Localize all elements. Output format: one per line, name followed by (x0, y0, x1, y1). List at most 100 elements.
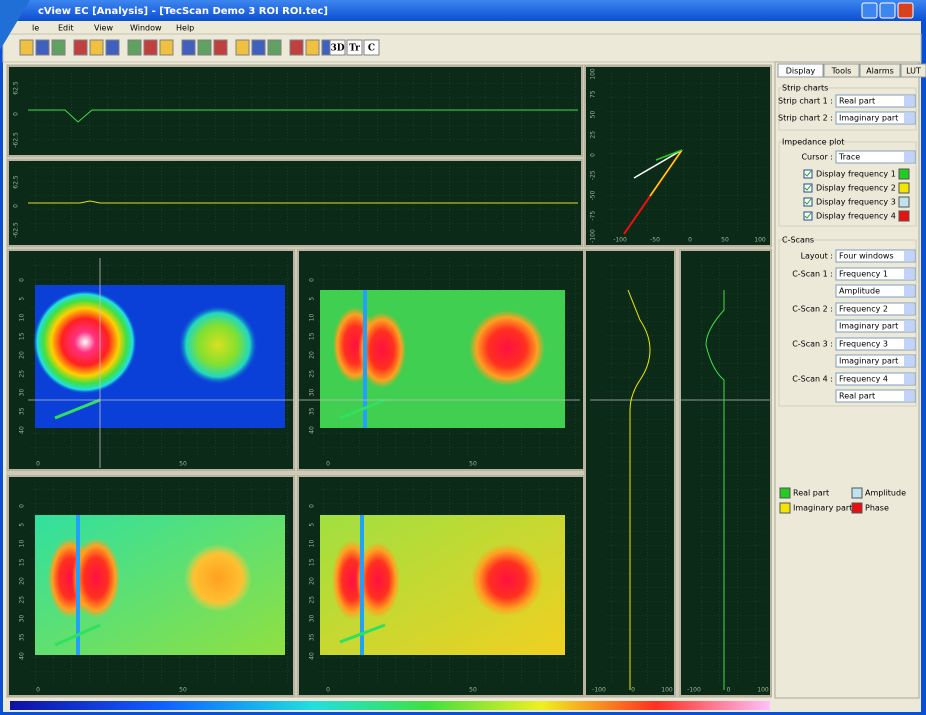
tool-icon[interactable] (305, 39, 320, 56)
dropdown-arrow[interactable] (904, 152, 914, 162)
menu-bar: le Edit View Window Help (32, 24, 194, 33)
dropdown[interactable] (835, 389, 916, 403)
tick-label: 0 (688, 237, 692, 244)
tick-label: 10 (309, 540, 316, 548)
dropdown-value: Imaginary part (839, 114, 898, 123)
tool-icon[interactable] (197, 39, 212, 56)
tool-button[interactable] (363, 39, 380, 56)
dropdown-arrow[interactable] (904, 251, 914, 261)
field-label: Strip chart 1 : (778, 97, 833, 106)
tab[interactable] (900, 63, 926, 78)
dropdown[interactable] (835, 267, 916, 281)
tool-icon[interactable] (213, 39, 228, 56)
tool-icon[interactable] (235, 39, 250, 56)
color-swatch (898, 182, 910, 194)
dropdown[interactable] (835, 337, 916, 351)
tick-label: 0 (309, 278, 316, 282)
tool-icon[interactable] (251, 39, 266, 56)
tick-label: 50 (469, 461, 477, 468)
tick-label: 35 (309, 407, 316, 415)
tool-button[interactable] (329, 39, 346, 56)
dropdown-arrow[interactable] (904, 356, 914, 366)
dropdown-arrow[interactable] (904, 339, 914, 349)
tick-label: 35 (19, 407, 26, 415)
tick-label: 10 (19, 540, 26, 548)
tool-icon[interactable] (35, 39, 50, 56)
tick-label: 100 (590, 68, 597, 80)
dropdown-arrow[interactable] (904, 286, 914, 296)
strip-trace-2 (28, 200, 578, 204)
grid (605, 72, 767, 232)
tick-label: 35 (309, 633, 316, 641)
dropdown[interactable] (835, 150, 916, 164)
dropdown[interactable] (835, 284, 916, 298)
dropdown-arrow[interactable] (904, 391, 914, 401)
tick-label: -62.5 (13, 222, 20, 238)
tool-icon[interactable] (89, 39, 104, 56)
tab-label: Display (786, 67, 816, 76)
tick-label: 30 (19, 389, 26, 397)
dropdown-arrow[interactable] (904, 304, 914, 314)
dropdown-arrow[interactable] (904, 374, 914, 384)
grid (28, 72, 578, 142)
strip-trace-1 (28, 109, 578, 123)
tab[interactable] (859, 63, 901, 78)
dropdown-arrow[interactable] (904, 113, 914, 123)
tool-button[interactable] (346, 39, 363, 56)
tool-icon[interactable] (105, 39, 120, 56)
tool-icon[interactable] (159, 39, 174, 56)
menu-item[interactable]: Edit (58, 24, 74, 33)
dropdown[interactable] (835, 111, 916, 125)
tool-icon[interactable] (73, 39, 88, 56)
dropdown-value: Real part (839, 392, 875, 401)
checkbox-label: Display frequency 2 (816, 184, 896, 193)
field-label: Layout : (801, 252, 833, 261)
dropdown-arrow[interactable] (904, 96, 914, 106)
tick-label: 10 (309, 314, 316, 322)
menu-item[interactable]: Window (130, 24, 162, 33)
corner-overlay (0, 0, 30, 50)
tick-label: 0 (309, 504, 316, 508)
check (804, 198, 812, 205)
dropdown[interactable] (835, 94, 916, 108)
tab-label: LUT (906, 67, 921, 76)
field-label: C-Scan 1 : (792, 270, 833, 279)
tab[interactable] (777, 63, 824, 78)
tool-icon[interactable] (181, 39, 196, 56)
tool-icon[interactable] (289, 39, 304, 56)
tab[interactable] (823, 63, 860, 78)
dropdown[interactable] (835, 372, 916, 386)
tool-icon[interactable] (51, 39, 66, 56)
close-button[interactable] (897, 2, 914, 19)
tick-label: 25 (309, 596, 316, 604)
tick-label: 40 (309, 652, 316, 660)
tick-label: 25 (590, 131, 597, 139)
cscan-image-2 (320, 290, 565, 428)
group-title: C-Scans (782, 236, 814, 245)
settings-controls: Display Tools Alarms LUT Strip charts Strip c… (777, 63, 926, 514)
tool-icon[interactable] (19, 39, 34, 56)
dropdown-arrow[interactable] (904, 269, 914, 279)
maximize-button[interactable] (879, 2, 896, 19)
tick-label: 40 (19, 426, 26, 434)
tick-label: -100 (687, 687, 701, 694)
dropdown[interactable] (835, 302, 916, 316)
tick-label: 40 (309, 426, 316, 434)
dropdown[interactable] (835, 354, 916, 368)
minimize-button[interactable] (861, 2, 878, 19)
tick-label: -75 (590, 211, 597, 221)
menu-item[interactable]: le (32, 24, 39, 33)
tool-icon[interactable] (127, 39, 142, 56)
tick-label: 0 (631, 687, 635, 694)
tool-icon[interactable] (267, 39, 282, 56)
dropdown[interactable] (835, 249, 916, 263)
dropdown-arrow[interactable] (904, 321, 914, 331)
tick-label: 5 (19, 523, 26, 527)
tick-label: 50 (469, 687, 477, 694)
menu-item[interactable]: Help (176, 24, 194, 33)
impedance-trace-1 (655, 149, 683, 161)
tick-label: 50 (179, 687, 187, 694)
menu-item[interactable]: View (94, 24, 113, 33)
dropdown[interactable] (835, 319, 916, 333)
tool-icon[interactable] (143, 39, 158, 56)
